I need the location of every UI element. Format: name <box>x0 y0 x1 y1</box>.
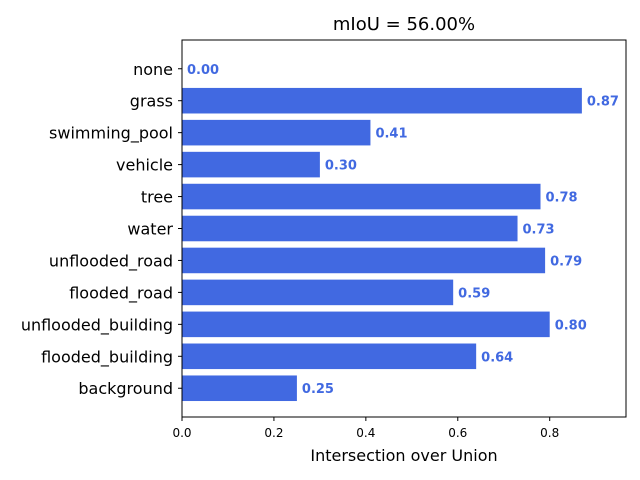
x-ticks-group: 0.0 0.2 0.4 0.6 0.8 <box>172 417 559 440</box>
bar-flooded_road <box>182 279 454 306</box>
bars-group <box>182 87 582 402</box>
value-label-tree: 0.78 <box>546 191 578 206</box>
x-tick-label-0.8: 0.8 <box>540 426 559 440</box>
category-label-water: water <box>127 220 173 239</box>
category-label-background: background <box>78 379 173 398</box>
bar-water <box>182 215 518 242</box>
bar-swimming_pool <box>182 119 371 146</box>
x-tick-label-0.2: 0.2 <box>264 426 283 440</box>
value-label-flooded_building: 0.64 <box>481 350 513 365</box>
value-label-unflooded_building: 0.80 <box>555 318 587 333</box>
category-label-unflooded_road: unflooded_road <box>49 251 173 271</box>
value-label-unflooded_road: 0.79 <box>550 254 582 269</box>
category-label-tree: tree <box>141 188 173 207</box>
bar-tree <box>182 183 541 210</box>
x-tick-label-0.6: 0.6 <box>448 426 467 440</box>
plot-frame <box>181 39 627 418</box>
value-label-flooded_road: 0.59 <box>458 286 490 301</box>
value-label-water: 0.73 <box>523 223 555 238</box>
bar-unflooded_road <box>182 247 546 274</box>
category-label-none: none <box>133 60 173 79</box>
bar-flooded_building <box>182 343 477 370</box>
x-axis-label: Intersection over Union <box>310 446 497 465</box>
chart-title: mIoU = 56.00% <box>333 14 475 35</box>
category-label-flooded_building: flooded_building <box>41 347 173 367</box>
value-label-swimming_pool: 0.41 <box>375 127 407 142</box>
x-tick-label-0.0: 0.0 <box>172 426 191 440</box>
category-label-flooded_road: flooded_road <box>69 283 173 303</box>
category-label-grass: grass <box>130 92 173 111</box>
bar-vehicle <box>182 151 320 178</box>
value-label-vehicle: 0.30 <box>325 159 357 174</box>
bar-unflooded_building <box>182 311 550 338</box>
value-label-background: 0.25 <box>302 382 334 397</box>
category-label-unflooded_building: unflooded_building <box>21 315 173 335</box>
value-labels-group: 0.00 0.87 0.41 0.30 0.78 0.73 0.79 0.59 0.80 0.64… <box>187 63 619 397</box>
value-label-grass: 0.87 <box>587 95 619 110</box>
x-tick-label-0.4: 0.4 <box>356 426 375 440</box>
category-label-swimming_pool: swimming_pool <box>49 124 173 144</box>
value-label-none: 0.00 <box>187 63 219 78</box>
bar-grass <box>182 87 582 114</box>
category-label-vehicle: vehicle <box>116 156 173 175</box>
bar-background <box>182 375 297 402</box>
